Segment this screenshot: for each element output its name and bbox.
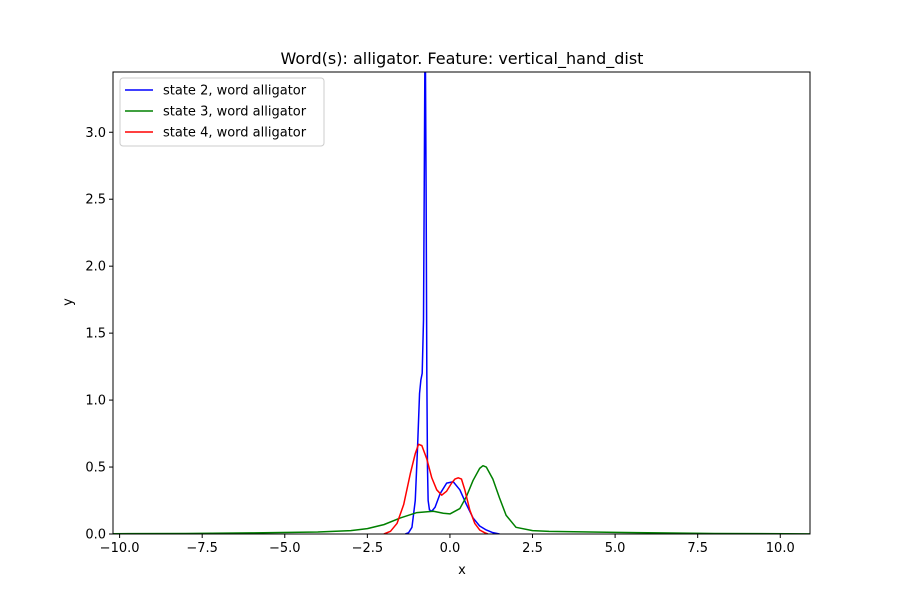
- y-tick-label: 1.0: [85, 394, 106, 409]
- y-tick-label: 2.0: [85, 260, 106, 275]
- y-axis-label: y: [61, 298, 76, 306]
- y-tick-label: 3.0: [85, 126, 106, 141]
- x-tick-label: 5.0: [605, 541, 626, 556]
- y-tick-label: 1.5: [85, 327, 106, 342]
- axes-frame: [112, 71, 811, 535]
- x-tick-label: 7.5: [687, 541, 708, 556]
- chart-title: Word(s): alligator. Feature: vertical_ha…: [281, 49, 644, 69]
- legend: state 2, word alligator state 3, word all…: [119, 77, 325, 147]
- x-tick-label: 10.0: [766, 541, 795, 556]
- legend-label: state 2, word alligator: [163, 84, 307, 99]
- plot-area: [113, 72, 810, 534]
- x-axis-label: x: [458, 563, 466, 578]
- legend-label: state 3, word alligator: [163, 105, 307, 120]
- legend-box: [119, 77, 325, 147]
- axes: −10.0 −7.5 −5.0 −2.5 0.0 2.5 5.0 7.5 10.0 0.0 0.5 1…: [85, 71, 811, 556]
- x-tick-label: −7.5: [186, 541, 218, 556]
- x-tick-label: 0.0: [440, 541, 461, 556]
- series-line-4: [383, 443, 489, 534]
- x-tick-label: −5.0: [269, 541, 301, 556]
- y-tick-label: 2.5: [85, 193, 106, 208]
- y-tick-label: 0.5: [85, 461, 106, 476]
- y-tick-label: 0.0: [85, 528, 106, 543]
- x-tick-label: 2.5: [522, 541, 543, 556]
- x-tick-label: −10.0: [100, 541, 140, 556]
- series-line-2: [405, 72, 500, 534]
- series-line-3: [113, 464, 810, 534]
- legend-label: state 4, word alligator: [163, 126, 307, 141]
- x-tick-label: −2.5: [352, 541, 384, 556]
